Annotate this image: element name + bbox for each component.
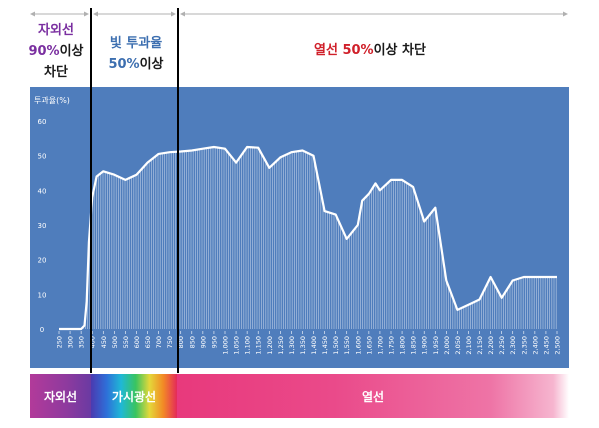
x-tick-label: 1,750: [388, 336, 396, 355]
band-visible: 가시광선: [91, 374, 177, 418]
x-tick-label: 650: [144, 336, 152, 348]
x-tick-label: 1,550: [343, 336, 351, 355]
x-axis-ticks: 250 300 350 400 450 500 550 600 650 700 750 800 850 9…: [56, 331, 562, 355]
x-tick-label: 2,100: [465, 336, 473, 355]
y-tick-label: 40: [38, 187, 47, 195]
x-tick-label: 400: [89, 336, 97, 348]
y-tick-label: 30: [38, 222, 47, 230]
uv-header-title: 자외선: [38, 23, 74, 38]
x-tick-label: 2,150: [476, 336, 484, 355]
x-tick-label: 2,000: [443, 336, 451, 355]
visible-header-rate: 50%이상: [92, 54, 180, 75]
x-tick-label: 550: [122, 336, 130, 348]
heat-header-prefix: 열선: [314, 43, 343, 58]
transmittance-curve: [59, 145, 557, 331]
x-tick-label: 1,350: [299, 336, 307, 355]
heat-header-suffix: 이상 차단: [373, 43, 426, 58]
visible-header-suffix: 이상: [139, 57, 164, 72]
x-tick-label: 1,950: [432, 336, 440, 355]
y-tick-label: 20: [38, 257, 47, 265]
x-tick-label: 2,050: [454, 336, 462, 355]
x-tick-label: 1,900: [421, 336, 429, 355]
x-tick-label: 800: [177, 336, 185, 348]
x-tick-label: 250: [56, 336, 64, 348]
x-tick-label: 2,300: [509, 336, 517, 355]
x-tick-label: 1,000: [222, 336, 230, 355]
uv-range-arrow: [30, 11, 89, 17]
visible-header-title: 빛 투과율: [109, 36, 163, 51]
x-tick-label: 450: [100, 336, 108, 348]
x-tick-label: 1,850: [410, 336, 418, 355]
heat-range-arrow: [180, 11, 568, 17]
x-tick-label: 900: [199, 336, 207, 348]
x-tick-label: 300: [67, 336, 75, 348]
x-tick-label: 700: [155, 336, 163, 348]
heat-header: 열선 50%이상 차단: [180, 40, 560, 61]
x-tick-label: 1,500: [332, 336, 340, 355]
visible-range-arrow: [93, 11, 176, 17]
x-tick-label: 850: [188, 336, 196, 348]
x-tick-label: 600: [133, 336, 141, 348]
y-tick-label: 0: [40, 326, 44, 334]
uv-header-pct: 90%: [28, 44, 60, 59]
uv-header-block: 차단: [44, 65, 68, 80]
x-tick-label: 1,150: [255, 336, 263, 355]
visible-header: 빛 투과율 50%이상: [92, 33, 180, 75]
uv-header: 자외선 90%이상 차단: [20, 20, 92, 83]
band-uv: 자외선: [30, 374, 91, 418]
y-tick-label: 10: [38, 291, 47, 299]
x-tick-label: 1,300: [288, 336, 296, 355]
area-hatch: [82, 147, 557, 329]
x-tick-label: 1,650: [365, 336, 373, 355]
region-dividers: [90, 8, 179, 373]
x-tick-label: 2,400: [531, 336, 539, 355]
y-tick-label: 60: [38, 118, 47, 126]
x-tick-label: 1,800: [399, 336, 407, 355]
y-tick-label: 50: [38, 153, 47, 161]
x-tick-label: 1,250: [277, 336, 285, 355]
x-tick-label: 1,450: [321, 336, 329, 355]
region-arrows: [30, 11, 568, 17]
x-tick-label: 350: [78, 336, 86, 348]
visible-header-pct: 50%: [108, 57, 140, 72]
heat-header-pct: 50%: [342, 43, 374, 58]
x-tick-label: 1,100: [244, 336, 252, 355]
x-tick-label: 750: [166, 336, 174, 348]
x-tick-label: 1,400: [310, 336, 318, 355]
x-tick-label: 1,200: [266, 336, 274, 355]
x-tick-label: 1,050: [233, 336, 241, 355]
uv-header-suffix: 이상: [59, 44, 84, 59]
x-tick-label: 2,500: [554, 336, 562, 355]
x-tick-label: 2,350: [520, 336, 528, 355]
y-axis-ticks: 0 10 20 30 40 50 60: [38, 118, 47, 334]
uv-header-rate: 90%이상: [20, 41, 92, 62]
x-tick-label: 1,700: [376, 336, 384, 355]
x-tick-label: 2,250: [498, 336, 506, 355]
y-axis-label: 투과율(%): [34, 96, 70, 105]
band-heat: 열선: [177, 374, 569, 418]
x-tick-label: 2,200: [487, 336, 495, 355]
x-tick-label: 950: [210, 336, 218, 348]
x-tick-label: 500: [111, 336, 119, 348]
x-tick-label: 2,450: [542, 336, 550, 355]
x-tick-label: 1,600: [354, 336, 362, 355]
